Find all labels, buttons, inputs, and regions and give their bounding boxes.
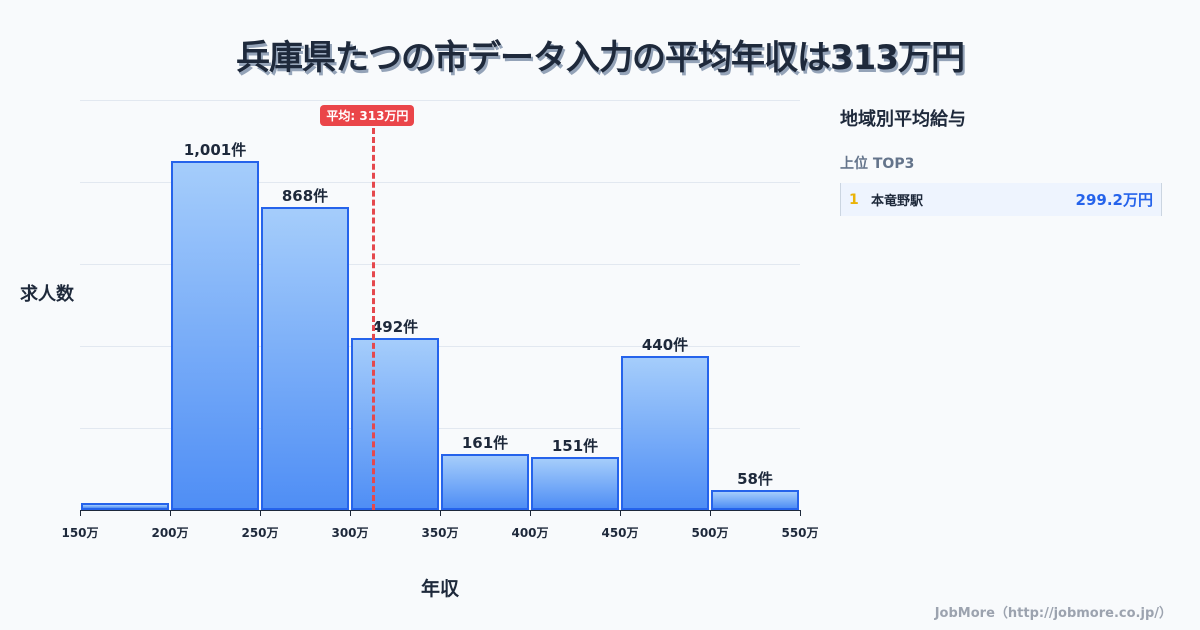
bar-value-label: 1,001件 [183, 140, 247, 159]
regional-salary-panel: 地域別平均給与 上位 TOP3 1 本竜野駅 299.2万円 [840, 100, 1162, 216]
x-tick-label: 300万 [331, 526, 369, 540]
bar-value-label: 161件 [461, 433, 509, 452]
x-tick-label: 450万 [601, 526, 639, 540]
histogram-bar [81, 503, 169, 510]
x-tick [260, 510, 261, 516]
rank-number: 1 [849, 191, 859, 208]
mean-line [372, 128, 376, 510]
gridline [80, 346, 800, 347]
x-tick [440, 510, 441, 516]
histogram-bar [261, 207, 349, 510]
source-credit: JobMore（http://jobmore.co.jp/） [934, 606, 1172, 621]
x-tick-label: 500万 [691, 526, 729, 540]
average-salary: 299.2万円 [1075, 191, 1153, 209]
x-axis-label: 年収 [420, 578, 459, 600]
x-tick-label: 350万 [421, 526, 459, 540]
mean-badge: 平均: 313万円 [320, 105, 415, 126]
gridline [80, 428, 800, 429]
histogram-bar [531, 457, 619, 510]
y-axis-label: 求人数 [20, 284, 74, 305]
x-tick-label: 150万 [61, 526, 99, 540]
panel-subtitle: 上位 TOP3 [840, 156, 915, 172]
x-tick-label: 400万 [511, 526, 549, 540]
histogram-bar [171, 160, 259, 510]
bar-value-label: 868件 [281, 187, 329, 206]
ranking-row: 1 本竜野駅 299.2万円 [840, 183, 1162, 216]
gridline [80, 100, 800, 101]
histogram-bar [711, 489, 799, 510]
x-tick [80, 510, 81, 516]
x-tick [620, 510, 621, 516]
x-tick [350, 510, 351, 516]
x-tick [710, 510, 711, 516]
x-tick [170, 510, 171, 516]
page-title: 兵庫県たつの市データ入力の平均年収は313万円 [236, 38, 965, 78]
bar-value-label: 151件 [551, 437, 599, 456]
x-tick-label: 550万 [781, 526, 819, 540]
bar-value-label: 492件 [371, 318, 419, 337]
histogram-chart: 求人数 年収 1,001件 868件 492件 161件 151件 440件 58件 150万… [20, 100, 819, 600]
gridline [80, 264, 800, 265]
x-tick-label: 200万 [151, 526, 189, 540]
histogram-bar [621, 356, 709, 510]
histogram-bar [351, 338, 439, 510]
panel-title: 地域別平均給与 [840, 109, 966, 130]
bar-value-label: 440件 [641, 336, 689, 355]
bar-value-label: 58件 [737, 469, 773, 488]
station-name: 本竜野駅 [871, 194, 924, 209]
x-tick-label: 250万 [241, 526, 279, 540]
gridline [80, 182, 800, 183]
x-tick [530, 510, 531, 516]
histogram-bar [441, 453, 529, 510]
x-tick [800, 510, 801, 516]
